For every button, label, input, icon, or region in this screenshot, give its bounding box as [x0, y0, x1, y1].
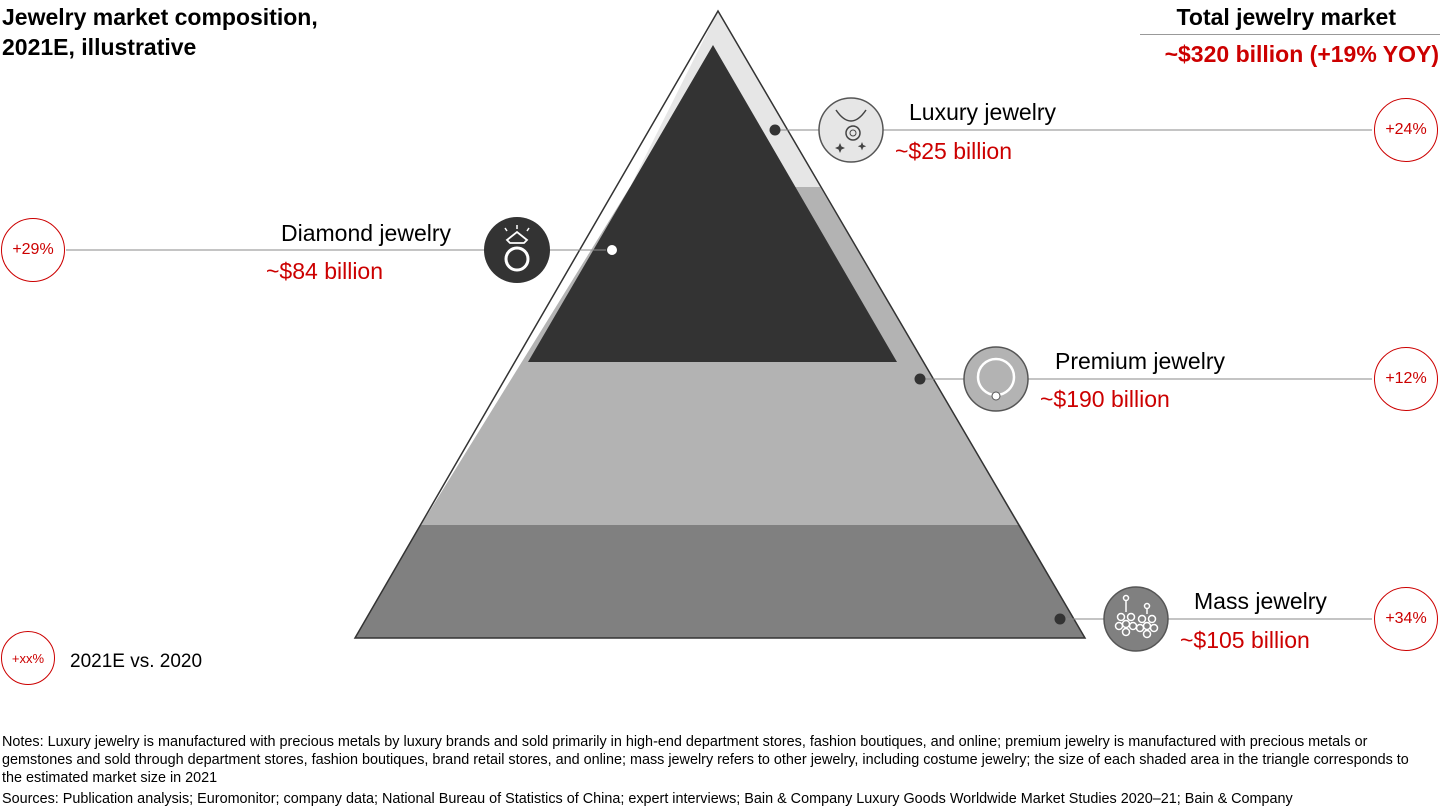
- mass-value: ~$105 billion: [1180, 627, 1310, 653]
- legend-text: 2021E vs. 2020: [70, 651, 203, 672]
- pyramid-outline: [353, 9, 1087, 639]
- total-market-divider: [1140, 34, 1440, 35]
- luxury-value: ~$25 billion: [895, 138, 1013, 164]
- diamond-growth-badge: +29%: [1, 218, 65, 282]
- diamond-value: ~$84 billion: [266, 258, 384, 284]
- sources-text: Sources: Publication analysis; Euromonit…: [2, 791, 1293, 807]
- luxury-label: Luxury jewelry: [909, 99, 1056, 125]
- diamond-triangle: [528, 45, 897, 362]
- mass-growth-badge: +34%: [1374, 587, 1438, 651]
- notes-text: Notes: Luxury jewelry is manufactured wi…: [2, 734, 1409, 786]
- chart-title: Jewelry market composition, 2021E, illus…: [2, 2, 318, 62]
- total-market-value: ~$320 billion (+19% YOY): [1164, 41, 1439, 67]
- premium-growth-badge: +12%: [1374, 347, 1438, 411]
- total-market-title: Total jewelry market: [1176, 4, 1396, 30]
- bangle-icon: [963, 346, 1029, 412]
- luxury-growth-badge: +24%: [1374, 98, 1438, 162]
- mass-band: [355, 525, 1085, 638]
- mass-dot: [1054, 613, 1066, 625]
- legend-badge: +xx%: [1, 631, 55, 685]
- mass-label: Mass jewelry: [1194, 588, 1327, 614]
- premium-value: ~$190 billion: [1040, 386, 1170, 412]
- premium-label: Premium jewelry: [1055, 348, 1225, 374]
- diamond-label: Diamond jewelry: [281, 220, 452, 246]
- diamond-ring-icon: [484, 217, 550, 283]
- chart-title-line1: Jewelry market composition,: [2, 4, 318, 30]
- necklace-icon: [818, 97, 884, 163]
- chart-title-line2: 2021E, illustrative: [2, 34, 197, 60]
- diamond-dot: [606, 244, 618, 256]
- luxury-dot: [769, 124, 781, 136]
- earrings-icon: [1103, 586, 1169, 652]
- premium-dot: [914, 373, 926, 385]
